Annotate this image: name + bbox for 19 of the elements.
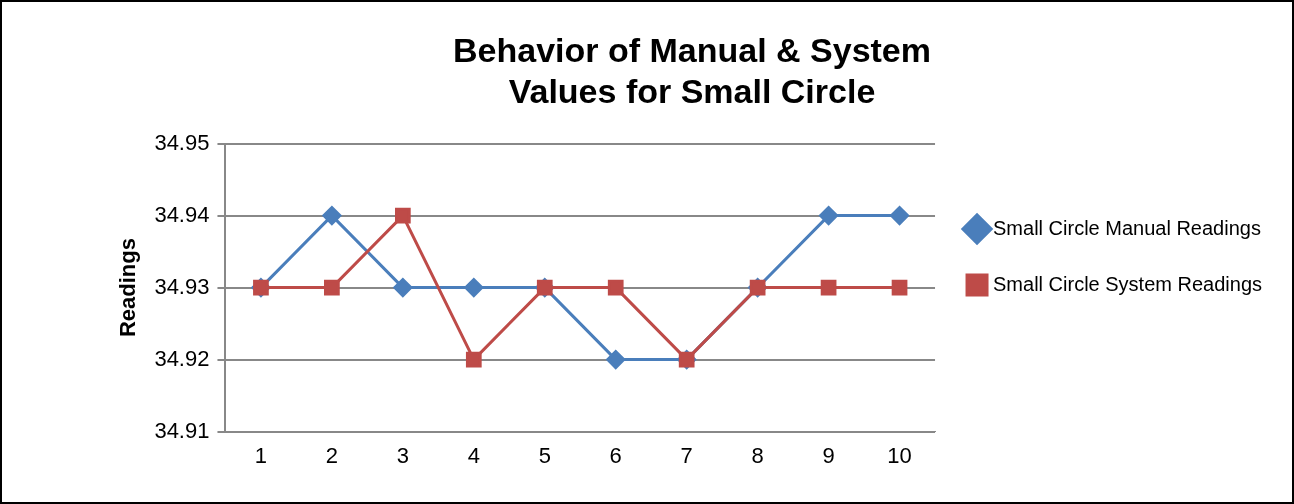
y-tick-label: 34.92 — [154, 345, 210, 371]
x-tick-label: 9 — [822, 442, 835, 468]
x-tick-label: 5 — [538, 442, 551, 468]
x-tick-label: 8 — [751, 442, 764, 468]
x-tick-label: 3 — [396, 442, 409, 468]
legend-label: Small Circle Manual Readings — [993, 216, 1261, 239]
x-tick-label: 10 — [887, 442, 912, 468]
chart-title: Behavior of Manual & System Values for Small Circle — [452, 30, 932, 110]
y-tick-label: 34.95 — [154, 129, 210, 155]
y-axis-title: Readings — [115, 238, 141, 338]
y-tick-label: 34.94 — [154, 201, 210, 227]
x-tick-label: 7 — [680, 442, 693, 468]
x-tick-label: 1 — [254, 442, 268, 468]
y-tick-label: 34.91 — [154, 417, 210, 443]
x-tick-label: 4 — [467, 442, 480, 468]
x-tick-label: 2 — [325, 442, 339, 468]
y-tick-label: 34.93 — [154, 273, 210, 299]
x-tick-label: 6 — [609, 442, 622, 468]
legend-label: Small Circle System Readings — [993, 272, 1263, 295]
